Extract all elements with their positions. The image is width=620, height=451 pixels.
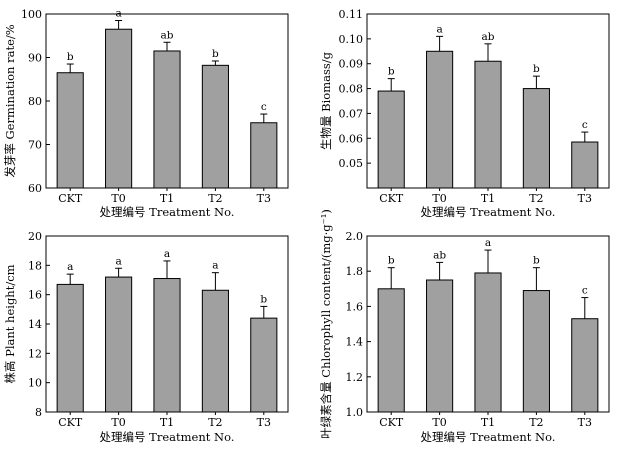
bar-CKT (377, 288, 405, 413)
significance-letter: ab (482, 31, 495, 43)
x-tick-label: T1 (481, 192, 495, 205)
x-tick-label: T1 (160, 416, 174, 429)
significance-letter: ab (161, 29, 174, 41)
y-tick-label: 1.0 (346, 406, 364, 419)
x-tick-label: T3 (578, 416, 592, 429)
significance-letter: b (260, 293, 267, 305)
x-tick-label: T3 (578, 192, 592, 205)
chart-panel-plant-height: a CKT a T0 a T1 a T2 b T3 8 10 12 14 16 18 20 处理编号 Treatm… (3, 230, 289, 444)
x-tick-label: CKT (58, 192, 83, 205)
y-tick-label: 70 (28, 139, 42, 152)
x-tick-label: T2 (208, 416, 222, 429)
significance-letter: a (212, 260, 218, 272)
bar-CKT (56, 283, 84, 413)
y-axis-title: 生物量 Biomass/g (319, 51, 333, 150)
x-tick-label: T2 (208, 192, 222, 205)
significance-letter: b (388, 255, 395, 267)
chart-panel-chlorophyll: b CKT ab T0 a T1 b T2 c T3 1.0 1.2 1.4 1.6 1.8 2.0 处理编号 … (319, 209, 610, 444)
significance-letter: b (533, 255, 540, 267)
x-tick-label: T0 (111, 416, 125, 429)
y-tick-label: 10 (28, 377, 42, 390)
bar-T2 (201, 64, 229, 189)
y-tick-label: 60 (28, 182, 42, 195)
x-tick-label: T1 (481, 416, 495, 429)
y-axis-title: 叶绿素含量 Chlorophyll content/(mg·g⁻¹) (319, 209, 333, 439)
y-tick-label: 1.6 (346, 300, 364, 313)
y-tick-label: 2.0 (346, 230, 364, 243)
significance-letter: c (582, 119, 588, 131)
x-axis-title: 处理编号 Treatment No. (421, 430, 556, 444)
plot-frame (366, 235, 610, 413)
y-tick-label: 1.4 (346, 336, 364, 349)
bar-T2 (522, 290, 550, 413)
y-tick-label: 0.10 (339, 33, 364, 46)
y-tick-label: 0.08 (339, 83, 364, 96)
y-axis-title: 株高 Plant height/cm (3, 264, 17, 383)
x-tick-label: CKT (379, 416, 404, 429)
x-axis-title: 处理编号 Treatment No. (100, 205, 235, 219)
significance-letter: c (261, 101, 267, 113)
y-tick-label: 20 (28, 230, 42, 243)
bar-CKT (56, 72, 84, 189)
significance-letter: b (388, 66, 395, 78)
x-tick-label: CKT (58, 416, 83, 429)
bar-T0 (426, 50, 454, 189)
bar-T0 (426, 279, 454, 413)
plot-frame (366, 13, 610, 189)
significance-letter: b (533, 63, 540, 75)
y-tick-label: 80 (28, 95, 42, 108)
significance-letter: a (164, 248, 170, 260)
y-tick-label: 0.09 (339, 58, 364, 71)
bar-T1 (474, 272, 502, 413)
x-tick-label: T0 (432, 192, 446, 205)
bar-T0 (105, 28, 133, 189)
y-tick-label: 1.8 (346, 265, 364, 278)
significance-letter: b (212, 48, 219, 60)
bar-T1 (474, 60, 502, 189)
x-tick-label: T0 (432, 416, 446, 429)
y-tick-label: 0.11 (339, 8, 364, 21)
y-tick-label: 18 (28, 259, 42, 272)
significance-letter: a (67, 261, 73, 273)
x-tick-label: CKT (379, 192, 404, 205)
bar-T1 (153, 50, 181, 189)
bar-T3 (571, 141, 599, 189)
x-tick-label: T0 (111, 192, 125, 205)
significance-letter: c (582, 285, 588, 297)
significance-letter: a (115, 255, 121, 267)
bar-T2 (201, 289, 229, 413)
bar-T3 (250, 317, 278, 413)
x-tick-label: T1 (160, 192, 174, 205)
y-tick-label: 12 (28, 347, 42, 360)
y-tick-label: 100 (21, 8, 42, 21)
significance-letter: ab (433, 249, 446, 261)
bar-T3 (571, 318, 599, 413)
bar-CKT (377, 90, 405, 189)
significance-letter: a (485, 237, 491, 249)
x-axis-title: 处理编号 Treatment No. (100, 430, 235, 444)
x-tick-label: T2 (529, 416, 543, 429)
y-axis-title: 发芽率 Germination rate/% (3, 24, 17, 177)
y-tick-label: 14 (28, 318, 42, 331)
x-tick-label: T3 (257, 416, 271, 429)
bar-T2 (522, 88, 550, 189)
significance-letter: b (67, 51, 74, 63)
bar-T1 (153, 278, 181, 413)
y-tick-label: 0.06 (339, 132, 364, 145)
y-tick-label: 90 (28, 52, 42, 65)
y-tick-label: 16 (28, 289, 42, 302)
x-axis-title: 处理编号 Treatment No. (421, 205, 556, 219)
y-tick-label: 0.07 (339, 107, 364, 120)
significance-letter: a (436, 23, 442, 35)
y-tick-label: 8 (35, 406, 42, 419)
chart-panel-biomass: b CKT a T0 ab T1 b T2 c T3 0.05 0.06 0.07 0.08 0.09 0.1… (319, 8, 610, 219)
y-tick-label: 0.05 (339, 157, 364, 170)
x-tick-label: T3 (257, 192, 271, 205)
bar-T3 (250, 122, 278, 189)
bar-T0 (105, 276, 133, 413)
y-tick-label: 1.2 (346, 371, 364, 384)
x-tick-label: T2 (529, 192, 543, 205)
